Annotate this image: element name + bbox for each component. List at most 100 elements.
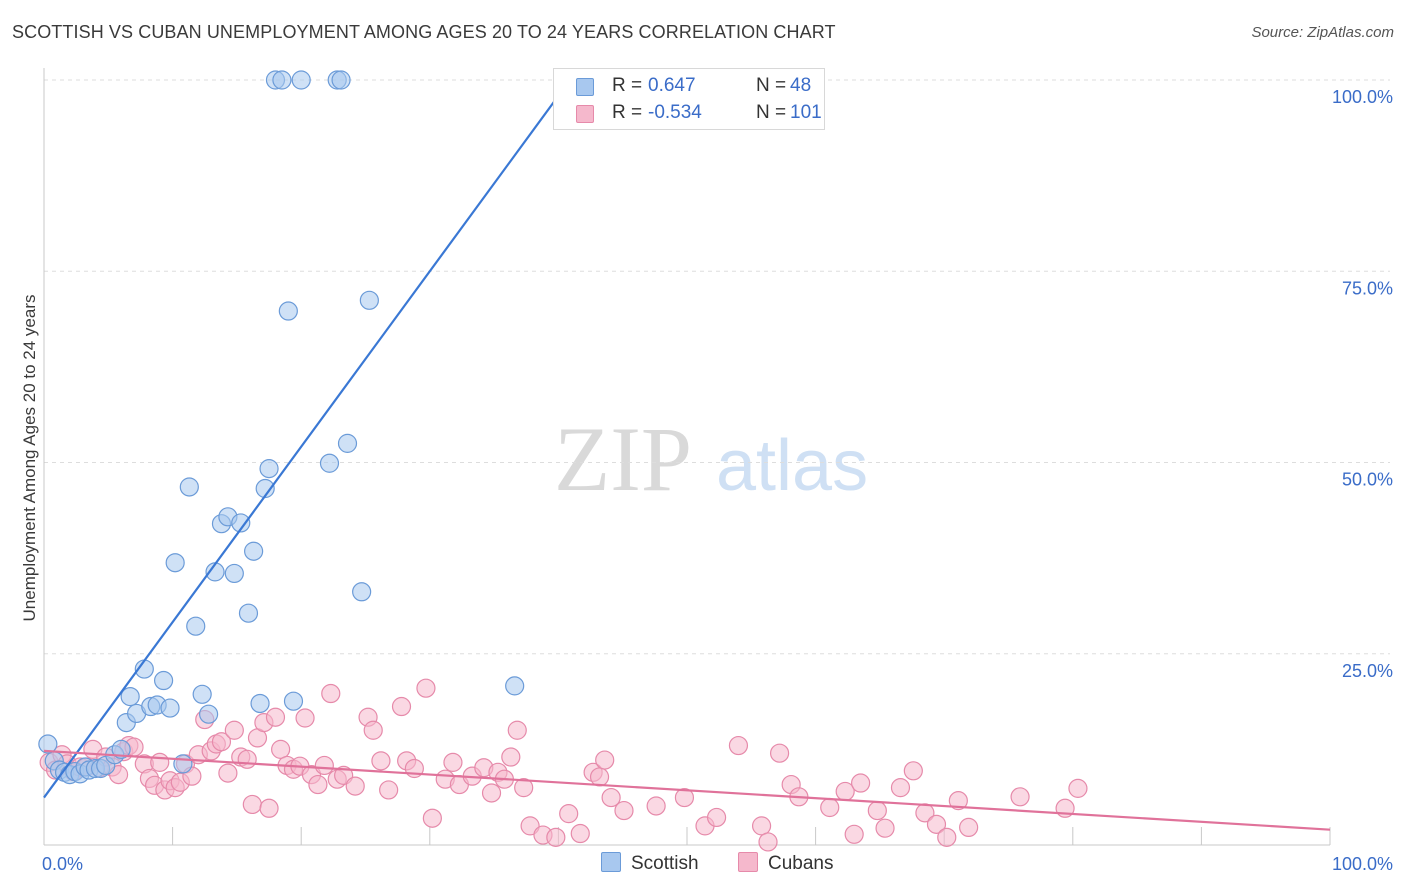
data-point (1010, 787, 1030, 807)
n-label: N = (756, 75, 787, 96)
data-point (291, 70, 311, 90)
data-point (218, 763, 238, 783)
data-point (937, 827, 957, 847)
data-point (265, 707, 286, 727)
correlation-legend: R = 0.647 N = 48 R = -0.534 N = 101 (553, 68, 825, 130)
cubans-legend-label: Cubans (768, 853, 834, 874)
chart-source: Source: ZipAtlas.com (1251, 24, 1394, 41)
watermark-zip: ZIP (554, 408, 692, 510)
cubans-trend-line (43, 749, 1331, 831)
data-point (926, 814, 947, 834)
scottish-trend-line (43, 79, 571, 799)
cubans-legend-swatch (738, 852, 758, 872)
data-point (237, 749, 257, 769)
data-point (244, 541, 264, 561)
data-point (359, 290, 379, 310)
data-point (391, 696, 412, 717)
data-point (179, 477, 199, 497)
data-point (321, 683, 341, 704)
data-point (507, 720, 527, 740)
data-point (314, 755, 334, 776)
data-point (153, 670, 174, 691)
data-point (851, 773, 871, 793)
data-point (416, 678, 436, 698)
scottish-legend-label: Scottish (631, 853, 699, 874)
data-point (165, 553, 185, 573)
data-point (120, 686, 140, 707)
watermark-atlas: atlas (716, 426, 868, 506)
data-point (769, 743, 790, 763)
bottom-legend-scottish: Scottish (601, 852, 699, 875)
data-point (259, 798, 279, 818)
cubans-series (39, 678, 1088, 852)
data-point (601, 787, 621, 808)
chart-title: SCOTTISH VS CUBAN UNEMPLOYMENT AMONG AGE… (12, 22, 836, 42)
data-point (646, 796, 666, 816)
n-label: N = (756, 102, 787, 123)
r-label: R = (612, 102, 643, 123)
data-point (844, 824, 864, 844)
data-point (199, 704, 219, 724)
y-tick-label: 50.0% (1342, 470, 1393, 490)
data-point (443, 752, 463, 772)
watermark: ZIP atlas (554, 408, 868, 510)
data-point (875, 818, 895, 838)
data-point (959, 817, 979, 838)
data-point (570, 823, 590, 844)
data-point (345, 776, 365, 796)
data-point (371, 751, 391, 771)
data-point (160, 698, 180, 718)
data-point (224, 563, 244, 584)
data-point (890, 778, 911, 798)
data-point (224, 720, 244, 740)
data-point (379, 780, 399, 800)
data-point (211, 732, 232, 752)
data-point (238, 603, 259, 623)
x-tick-label: 100.0% (1332, 854, 1393, 874)
data-point (674, 787, 695, 808)
data-point (283, 691, 304, 711)
data-point (173, 754, 193, 774)
data-point (751, 816, 772, 836)
data-point (758, 832, 778, 852)
tick-labels: 25.0% 50.0% 75.0% 100.0% 0.0% 100.0% (42, 87, 1393, 874)
n-value: 101 (790, 102, 822, 123)
x-tick-label: 0.0% (42, 854, 83, 874)
data-point (278, 301, 298, 321)
data-point (948, 791, 968, 811)
data-point (337, 433, 358, 453)
data-point (422, 808, 442, 828)
data-point (38, 734, 58, 754)
data-point (231, 513, 251, 533)
data-point (903, 761, 923, 781)
grid-lines (44, 79, 1390, 655)
data-point (820, 797, 840, 818)
data-point (271, 739, 291, 759)
r-label: R = (612, 75, 643, 96)
data-point (319, 453, 340, 473)
data-point (272, 70, 292, 90)
r-value: -0.534 (648, 102, 702, 123)
data-point (308, 774, 328, 795)
data-point (150, 752, 170, 772)
data-point (501, 747, 521, 767)
scottish-legend-swatch (601, 852, 621, 872)
data-point (352, 582, 372, 602)
data-point (546, 827, 566, 847)
bottom-legend-cubans: Cubans (738, 852, 834, 875)
data-point (481, 783, 502, 803)
data-point (242, 794, 262, 815)
trend-lines (43, 79, 1331, 831)
cubans-swatch (576, 105, 594, 123)
data-point (706, 807, 727, 828)
data-point (514, 778, 534, 798)
data-point (363, 720, 383, 740)
data-point (728, 735, 749, 756)
data-point (559, 804, 579, 824)
data-point (295, 708, 315, 728)
data-point (589, 767, 610, 787)
n-value: 48 (790, 75, 812, 96)
data-point (331, 70, 351, 90)
data-point (192, 684, 212, 704)
